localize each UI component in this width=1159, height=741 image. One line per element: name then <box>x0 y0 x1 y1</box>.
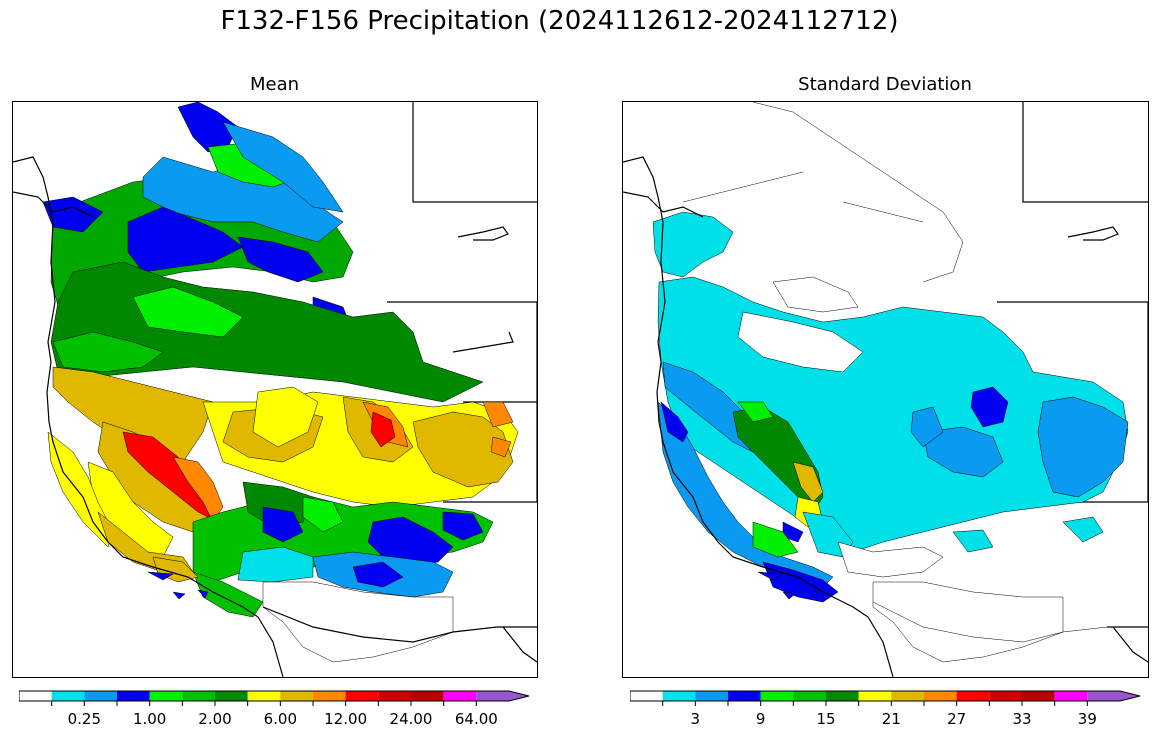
colorbar-tick-label: 12.00 <box>324 710 368 728</box>
colorbar-bin <box>51 691 85 701</box>
colorbar-bin <box>662 691 696 701</box>
colorbar-bin <box>630 691 663 701</box>
colorbar-bin <box>84 691 117 701</box>
colorbar-bin <box>149 691 183 701</box>
stddev-shaded-basins <box>652 211 1129 663</box>
colorbar-bin <box>858 691 892 701</box>
colorbar-tick-label: 24.00 <box>389 710 433 728</box>
colorbar-bin <box>411 691 444 701</box>
colorbar-extend-arrow <box>476 691 529 701</box>
colorbar-tick-label: 15 <box>816 710 836 728</box>
colorbar-bin <box>695 691 728 701</box>
colorbar-bin <box>728 691 761 701</box>
colorbar-outline <box>19 690 530 702</box>
colorbar-bin <box>247 691 281 701</box>
mean-map <box>12 101 538 678</box>
colorbar-tick-label: 0.25 <box>67 710 102 728</box>
colorbar-tick-label: 9 <box>755 710 766 728</box>
colorbar-bin <box>826 691 859 701</box>
colorbar-bin <box>1022 691 1055 701</box>
neighbor-borders <box>997 102 1148 663</box>
panel-title-mean: Mean <box>249 74 300 95</box>
basin-outlines <box>682 102 1108 643</box>
colorbar-bin <box>891 691 924 701</box>
colorbar-outline <box>630 690 1141 702</box>
colorbar-bin <box>182 691 215 701</box>
panel-title-std: Standard Deviation <box>798 74 972 95</box>
colorbar-tick-label: 39 <box>1077 710 1097 728</box>
colorbar-bin <box>215 691 248 701</box>
colorbar-bin <box>989 691 1022 701</box>
coastline <box>623 156 1119 677</box>
colorbar-bin <box>19 691 52 701</box>
colorbar-bin <box>117 691 150 701</box>
colorbar-extend-arrow <box>1087 691 1140 701</box>
stddev-map <box>622 101 1149 678</box>
colorbar-tick-label: 33 <box>1012 710 1032 728</box>
stddev-colorbar: 3 9 15 21 27 33 39 <box>630 690 1142 728</box>
colorbar-bin <box>760 691 794 701</box>
mean-colorbar: 0.25 1.00 2.00 6.00 12.00 24.00 64.00 <box>19 690 531 728</box>
colorbar-tick-label: 3 <box>690 710 701 728</box>
coastline <box>13 156 509 677</box>
colorbar-bin <box>793 691 826 701</box>
international-border <box>262 606 498 643</box>
colorbar-tick-label: 27 <box>947 710 967 728</box>
mean-shaded-basins <box>42 102 519 663</box>
colorbar-tick-label: 64.00 <box>454 710 498 728</box>
colorbar-bin <box>924 691 957 701</box>
colorbar-tick-label: 21 <box>881 710 901 728</box>
colorbar-bin <box>345 691 379 701</box>
colorbar-bin <box>378 691 411 701</box>
figure-title: F132-F156 Precipitation (2024112612-2024… <box>220 6 899 36</box>
colorbar-tick-label: 2.00 <box>198 710 232 728</box>
colorbar-tick-label: 6.00 <box>263 710 298 728</box>
colorbar-bin <box>280 691 313 701</box>
colorbar-bin <box>313 691 346 701</box>
colorbar-tick-label: 1.00 <box>132 710 167 728</box>
colorbar-bin <box>1054 691 1088 701</box>
colorbar-bin <box>443 691 477 701</box>
colorbar-bin <box>956 691 990 701</box>
